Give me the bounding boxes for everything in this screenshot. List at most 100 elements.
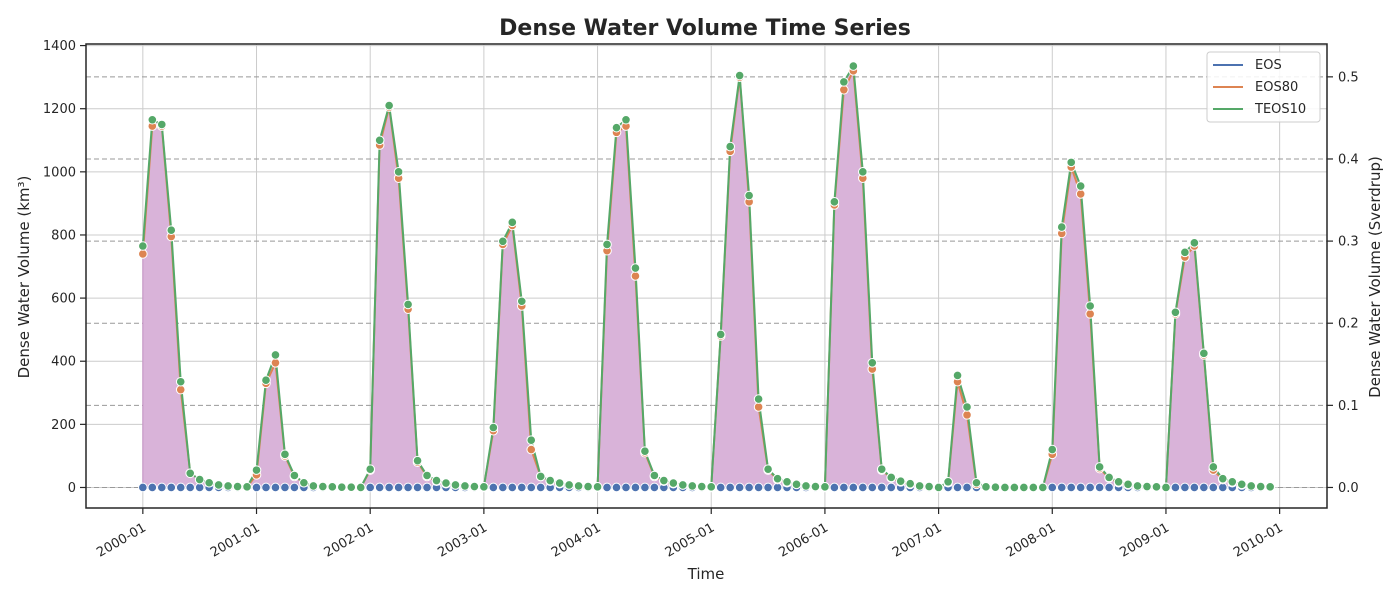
point-teos10-13	[261, 375, 271, 385]
point-teos10-44	[554, 478, 565, 488]
point-eos-2	[156, 482, 167, 493]
point-teos10-82	[914, 481, 925, 491]
point-teos10-15	[280, 449, 290, 460]
point-teos10-105	[1132, 481, 1143, 491]
point-eos-54	[649, 482, 660, 493]
point-teos10-26	[384, 100, 394, 111]
point-eos-50	[611, 482, 622, 493]
point-teos10-56	[668, 478, 679, 488]
point-teos10-110	[1180, 247, 1190, 258]
point-teos10-65	[753, 394, 764, 404]
point-teos10-92	[1009, 482, 1020, 493]
point-eos-3	[166, 482, 177, 493]
point-teos10-83	[924, 481, 934, 492]
point-teos10-14	[270, 350, 281, 360]
marker-layer	[138, 61, 1275, 493]
point-eos-66	[763, 482, 773, 493]
point-teos10-96	[1047, 444, 1058, 455]
point-teos10-4	[175, 376, 186, 387]
point-teos10-119	[1265, 482, 1275, 492]
point-teos10-31	[431, 475, 442, 486]
y-tick-label-0: 0	[68, 481, 76, 496]
point-teos10-101	[1094, 462, 1105, 472]
point-eos-5	[185, 482, 196, 493]
point-eos80-52	[630, 271, 641, 281]
point-eos-0	[138, 482, 148, 493]
point-teos10-100	[1085, 301, 1095, 311]
point-teos10-16	[289, 470, 300, 481]
point-eos-27	[393, 482, 404, 493]
point-teos10-117	[1246, 481, 1257, 491]
point-teos10-77	[867, 358, 878, 368]
point-teos10-2	[156, 119, 167, 130]
point-eos-97	[1056, 482, 1067, 493]
point-eos-110	[1180, 482, 1190, 493]
point-eos-13	[261, 482, 271, 493]
point-teos10-43	[545, 475, 555, 486]
point-teos10-103	[1113, 477, 1124, 487]
point-eos-87	[962, 482, 972, 493]
x-axis-label: Time	[687, 565, 725, 583]
point-teos10-79	[886, 472, 897, 483]
point-eos-6	[194, 482, 205, 493]
point-teos10-27	[393, 167, 404, 177]
point-eos80-99	[1075, 189, 1086, 199]
point-teos10-24	[365, 464, 376, 474]
point-teos10-75	[848, 61, 859, 71]
point-teos10-98	[1066, 157, 1077, 168]
point-teos10-42	[535, 471, 546, 482]
point-teos10-87	[962, 402, 972, 412]
point-teos10-67	[772, 473, 783, 484]
point-eos-63	[734, 482, 745, 493]
point-teos10-81	[905, 478, 915, 489]
point-eos-76	[858, 482, 868, 493]
y-right-tick-label-3: 0.3	[1338, 235, 1359, 250]
point-teos10-113	[1208, 462, 1219, 472]
point-eos-73	[829, 482, 840, 493]
point-teos10-72	[820, 482, 830, 492]
point-teos10-40	[516, 296, 527, 307]
point-eos-112	[1199, 482, 1209, 493]
point-eos-24	[365, 482, 376, 493]
point-teos10-68	[782, 477, 792, 487]
point-teos10-112	[1199, 348, 1209, 359]
point-teos10-74	[839, 77, 849, 87]
point-teos10-32	[441, 478, 451, 488]
point-teos10-104	[1123, 479, 1133, 490]
point-teos10-35	[469, 481, 480, 492]
point-eos80-100	[1085, 309, 1095, 319]
point-teos10-89	[981, 482, 991, 492]
point-eos-77	[867, 482, 878, 493]
point-eos80-14	[270, 358, 281, 368]
point-eos-53	[640, 482, 650, 493]
point-teos10-7	[204, 477, 214, 488]
y-tick-label-1: 200	[51, 418, 76, 433]
point-teos10-45	[564, 480, 574, 490]
point-teos10-34	[460, 481, 470, 491]
point-teos10-59	[696, 481, 707, 492]
point-teos10-114	[1217, 473, 1228, 484]
point-teos10-88	[971, 477, 982, 488]
point-eos-78	[876, 482, 887, 493]
point-eos80-41	[526, 444, 537, 455]
point-eos-96	[1047, 482, 1058, 493]
y-right-tick-label-2: 0.2	[1338, 317, 1359, 332]
point-eos-51	[621, 482, 631, 493]
point-eos-79	[886, 482, 897, 493]
point-eos-114	[1217, 482, 1228, 493]
point-eos-52	[630, 482, 641, 493]
point-teos10-109	[1170, 307, 1181, 318]
point-teos10-33	[450, 480, 461, 490]
point-eos80-4	[175, 384, 186, 395]
point-eos-49	[602, 482, 612, 493]
point-eos-74	[839, 482, 849, 493]
point-teos10-115	[1227, 477, 1238, 487]
point-teos10-52	[630, 263, 641, 273]
point-teos10-90	[990, 482, 1001, 492]
point-eos80-87	[962, 410, 972, 420]
point-teos10-61	[715, 329, 726, 340]
point-teos10-97	[1056, 222, 1067, 232]
point-teos10-55	[659, 475, 669, 486]
point-teos10-106	[1142, 481, 1152, 492]
